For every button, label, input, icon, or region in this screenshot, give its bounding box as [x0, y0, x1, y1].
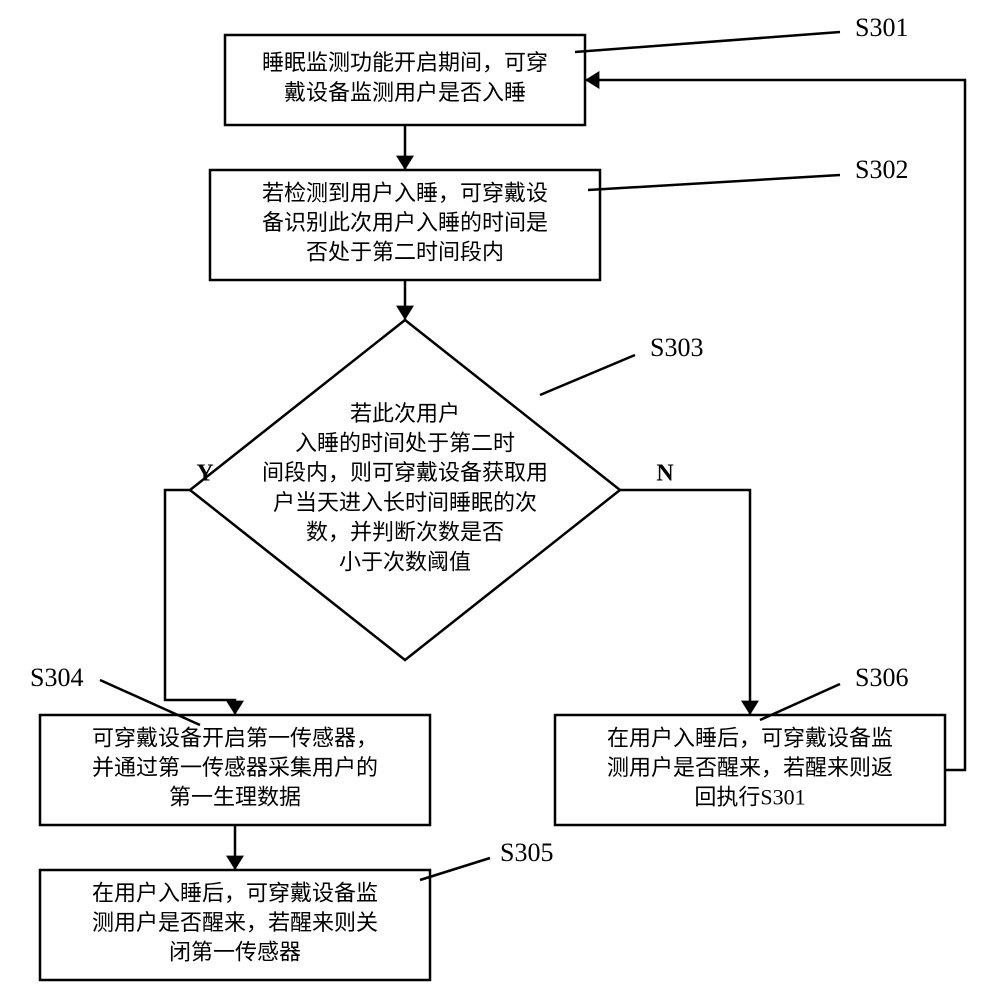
- node-text: 备识别此次用户入睡的时间是: [262, 210, 548, 235]
- node-s301: 睡眠监测功能开启期间，可穿戴设备监测用户是否入睡: [225, 35, 585, 125]
- step-label: S303: [650, 333, 703, 362]
- node-s302: 若检测到用户入睡，可穿戴设备识别此次用户入睡的时间是否处于第二时间段内: [210, 170, 600, 280]
- step-label: S305: [500, 838, 553, 867]
- node-text: 测用户是否醒来，若醒来则返: [607, 755, 893, 780]
- step-label: S301: [855, 13, 908, 42]
- node-text: 戴设备监测用户是否入睡: [284, 80, 526, 105]
- node-text: 入睡的时间处于第二时: [295, 430, 515, 455]
- node-text: 在用户入睡后，可穿戴设备监: [607, 725, 893, 750]
- branch-label: N: [656, 461, 674, 487]
- node-text: 测用户是否醒来，若醒来则关: [92, 910, 378, 935]
- branch-label: Y: [196, 461, 213, 487]
- node-text: 第一生理数据: [169, 785, 301, 810]
- node-text: 并通过第一传感器采集用户的: [92, 755, 378, 780]
- flowchart: 睡眠监测功能开启期间，可穿戴设备监测用户是否入睡若检测到用户入睡，可穿戴设备识别…: [0, 0, 986, 1000]
- node-text: 数，并判断次数是否: [306, 520, 504, 545]
- node-s306: 在用户入睡后，可穿戴设备监测用户是否醒来，若醒来则返回执行S301: [555, 715, 945, 825]
- step-label: S304: [30, 663, 83, 692]
- node-text: 间段内，则可穿戴设备获取用: [262, 460, 548, 485]
- node-text: 可穿戴设备开启第一传感器，: [92, 725, 378, 750]
- node-text: 若检测到用户入睡，可穿戴设: [262, 180, 548, 205]
- node-text: 在用户入睡后，可穿戴设备监: [92, 880, 378, 905]
- node-text: 回执行S301: [694, 785, 805, 810]
- node-text: 否处于第二时间段内: [306, 240, 504, 265]
- node-text: 户当天进入长时间睡眠的次: [273, 490, 537, 515]
- node-text: 闭第一传感器: [169, 940, 301, 965]
- node-s305: 在用户入睡后，可穿戴设备监测用户是否醒来，若醒来则关闭第一传感器: [40, 870, 430, 980]
- node-s304: 可穿戴设备开启第一传感器， 并通过第一传感器采集用户的第一生理数据: [40, 715, 430, 825]
- node-s303: 若此次用户入睡的时间处于第二时间段内，则可穿戴设备获取用户当天进入长时间睡眠的次…: [190, 320, 620, 660]
- node-text: 若此次用户: [350, 401, 460, 426]
- step-label: S306: [855, 663, 908, 692]
- node-text: 睡眠监测功能开启期间，可穿: [262, 50, 548, 75]
- node-text: 小于次数阈值: [339, 549, 471, 574]
- step-label: S302: [855, 155, 908, 184]
